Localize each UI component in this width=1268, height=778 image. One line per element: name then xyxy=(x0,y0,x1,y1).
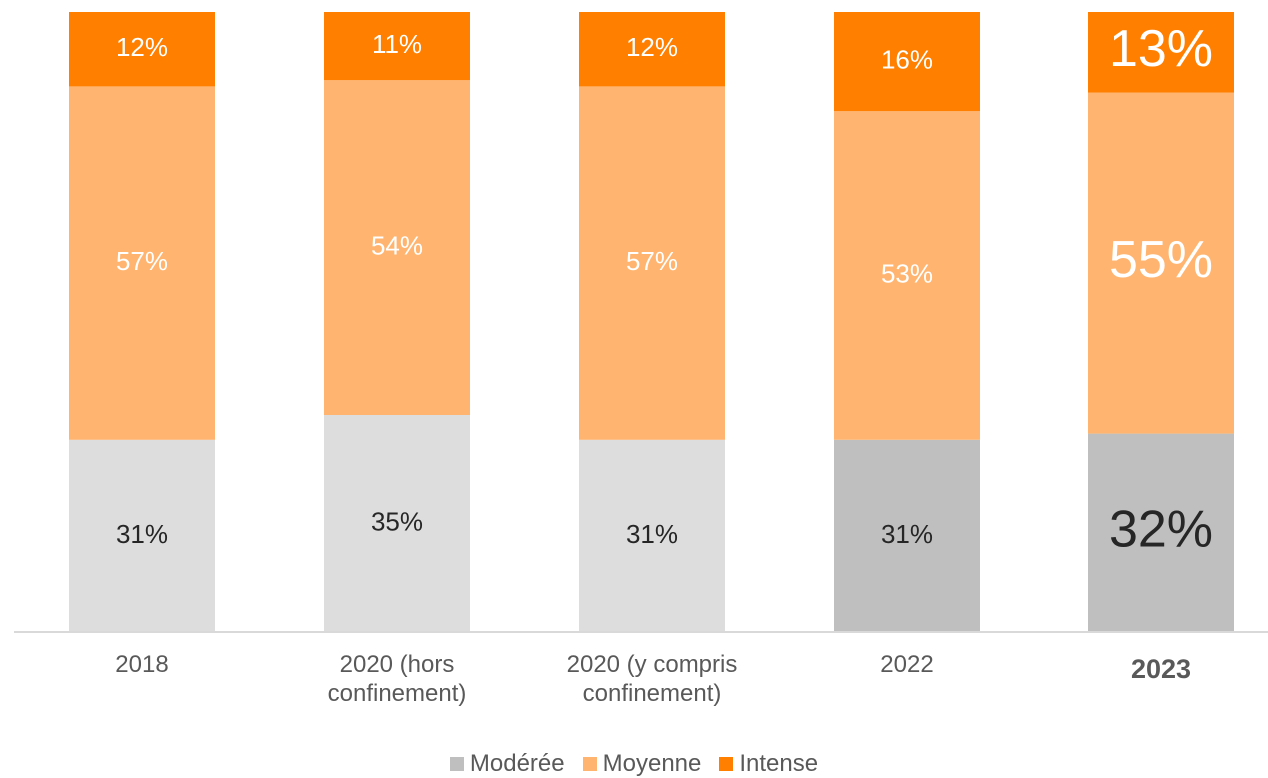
legend-item-intense: Intense xyxy=(719,750,818,778)
bar-segment-intense-0 xyxy=(69,12,215,87)
data-label: 31% xyxy=(116,519,168,549)
bar-segment-intense-1 xyxy=(324,12,470,81)
legend-swatch-moyenne xyxy=(582,757,597,771)
data-label: 53% xyxy=(881,258,933,288)
data-label: 35% xyxy=(371,506,423,536)
data-label: 13% xyxy=(1109,20,1213,78)
bar-segment-intense-3 xyxy=(834,12,980,112)
bar-segment-intense-2 xyxy=(579,12,725,87)
data-label: 16% xyxy=(881,44,933,74)
legend-label-moyenne: Moyenne xyxy=(602,750,702,777)
bar-segment-mod-r-e-0 xyxy=(69,439,215,632)
bar-segment-moyenne-4 xyxy=(1088,92,1234,434)
x-tick-label: 2022 xyxy=(880,651,933,678)
bar-segment-moyenne-1 xyxy=(324,80,470,415)
bar-segment-intense-4 xyxy=(1088,12,1234,93)
legend-swatch-moderee xyxy=(449,757,464,771)
data-label: 12% xyxy=(116,32,168,62)
bar-segment-mod-r-e-3 xyxy=(834,439,980,632)
data-label: 31% xyxy=(626,519,678,549)
data-label: 57% xyxy=(116,246,168,276)
bar-segment-mod-r-e-2 xyxy=(579,439,725,632)
x-tick-label: 2020 (hors xyxy=(340,651,455,678)
x-tick-label: confinement) xyxy=(328,680,467,707)
data-label: 54% xyxy=(371,230,423,260)
x-tick-label: 2018 xyxy=(115,651,168,678)
bar-segment-mod-r-e-1 xyxy=(324,415,470,632)
bar-segment-moyenne-2 xyxy=(579,86,725,440)
bars-group: 31% 57% 12% 35% 54% 11% 31% 57% 12% 31% 53% 16% 32% 5… xyxy=(69,12,1234,632)
legend-item-moyenne: Moyenne xyxy=(582,750,702,778)
legend-swatch-intense xyxy=(719,757,734,771)
data-label: 12% xyxy=(626,32,678,62)
data-label: 57% xyxy=(626,246,678,276)
legend-label-moderee: Modérée xyxy=(469,750,565,777)
legend: Modérée Moyenne Intense xyxy=(0,750,1268,778)
bar-segment-mod-r-e-4 xyxy=(1088,433,1234,632)
x-tick-label: confinement) xyxy=(583,680,722,707)
legend-label-intense: Intense xyxy=(739,750,819,777)
bar-segment-moyenne-3 xyxy=(834,111,980,440)
data-label: 55% xyxy=(1109,231,1213,289)
x-tick-label: 2023 xyxy=(1131,654,1191,684)
bar-segment-moyenne-0 xyxy=(69,86,215,440)
legend-item-moderee: Modérée xyxy=(449,750,565,778)
data-label: 11% xyxy=(372,29,422,59)
x-tick-label: 2020 (y compris xyxy=(567,651,738,678)
stacked-bar-chart: 31% 57% 12% 35% 54% 11% 31% 57% 12% 31% 53% 16% 32% 5… xyxy=(14,12,1268,707)
data-label: 32% xyxy=(1109,501,1213,559)
data-label: 31% xyxy=(881,519,933,549)
